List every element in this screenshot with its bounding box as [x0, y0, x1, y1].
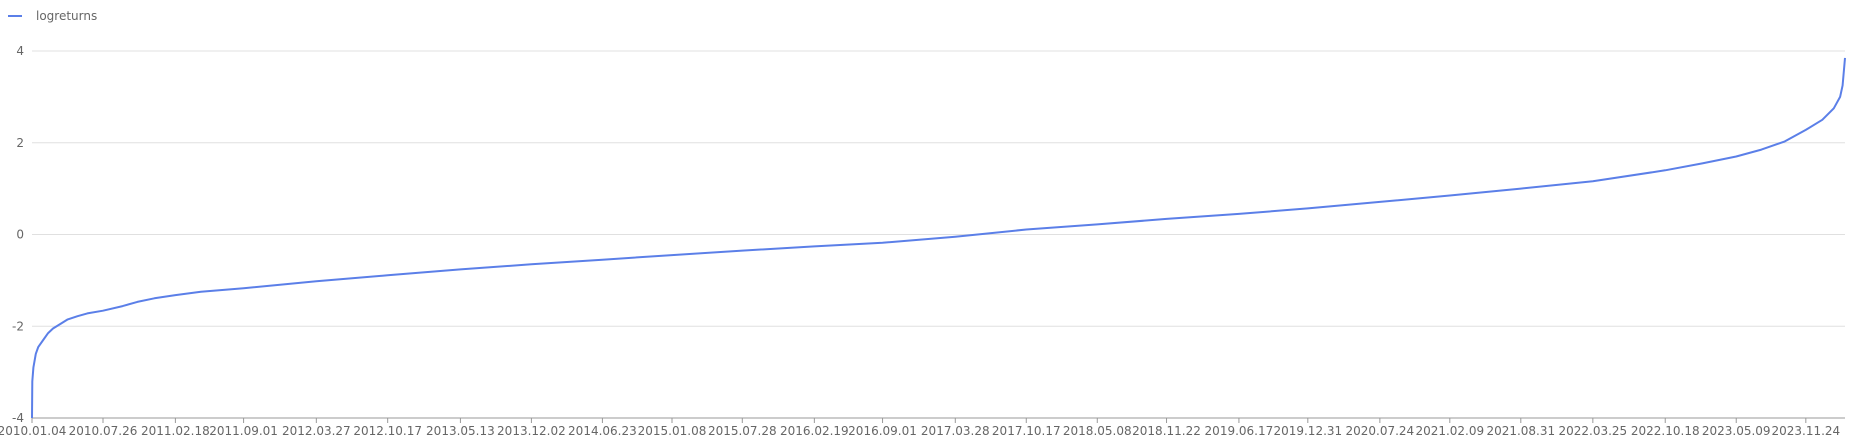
series-line-logreturns [31, 57, 1846, 419]
y-tick-label: 2 [16, 136, 24, 150]
x-tick-label: 2022.03.25 [1558, 424, 1627, 438]
x-tick-label: 2011.02.18 [141, 424, 210, 438]
x-tick-label: 2011.09.01 [209, 424, 278, 438]
x-tick-label: 2016.02.19 [780, 424, 849, 438]
y-tick-label: -2 [12, 319, 24, 333]
x-tick-label: 2019.06.17 [1205, 424, 1274, 438]
y-tick-label: 0 [16, 228, 24, 242]
x-tick-label: 2017.10.17 [992, 424, 1061, 438]
x-tick-label: 2012.03.27 [282, 424, 351, 438]
x-tick-label: 2015.01.08 [638, 424, 707, 438]
series-layer [31, 57, 1846, 419]
x-tick-label: 2022.10.18 [1631, 424, 1700, 438]
x-tick-label: 2015.07.28 [708, 424, 777, 438]
x-tick-label: 2017.03.28 [921, 424, 990, 438]
x-tick-label: 2010.01.04 [0, 424, 66, 438]
y-tick-label: -4 [12, 411, 24, 425]
grid [32, 50, 1845, 419]
x-tick-label: 2021.08.31 [1486, 424, 1555, 438]
y-tick-label: 4 [16, 44, 24, 58]
x-tick-label: 2013.12.02 [497, 424, 566, 438]
x-tick-label: 2023.11.24 [1771, 424, 1840, 438]
legend: logreturns [8, 9, 97, 23]
x-tick-label: 2012.10.17 [353, 424, 422, 438]
x-tick-label: 2023.05.09 [1702, 424, 1771, 438]
x-tick-label: 2018.05.08 [1063, 424, 1132, 438]
y-axis: 4 2 0 -2 -4 [12, 44, 24, 425]
x-tick-label: 2020.07.24 [1345, 424, 1414, 438]
x-tick-label: 2019.12.31 [1273, 424, 1342, 438]
x-axis: 2010.01.04 2010.07.26 2011.02.18 2011.09.01… [0, 418, 1840, 438]
x-tick-label: 2016.09.01 [848, 424, 917, 438]
x-tick-label: 2010.07.26 [69, 424, 138, 438]
x-tick-label: 2021.02.09 [1415, 424, 1484, 438]
legend-label-logreturns: logreturns [36, 9, 97, 23]
x-tick-label: 2018.11.22 [1132, 424, 1201, 438]
x-tick-label: 2014.06.23 [568, 424, 637, 438]
x-tick-label: 2013.05.13 [426, 424, 495, 438]
